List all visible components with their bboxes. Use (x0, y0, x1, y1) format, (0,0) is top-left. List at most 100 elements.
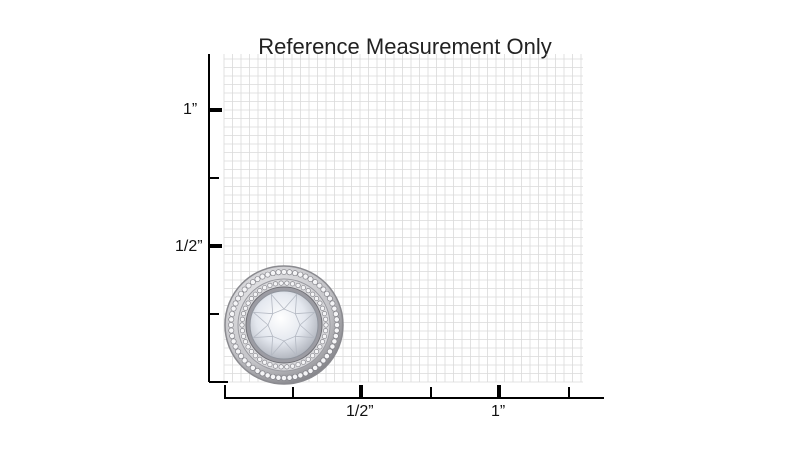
milgrain-bead (284, 364, 290, 370)
milgrain-bead (241, 357, 248, 364)
milgrain-bead (238, 290, 245, 297)
milgrain-bead (297, 372, 304, 379)
diamond-stone (249, 290, 319, 360)
milgrain-bead (290, 363, 296, 369)
milgrain-bead (316, 282, 323, 289)
milgrain-bead (241, 311, 247, 317)
milgrain-bead (264, 271, 271, 278)
milgrain-bead (241, 286, 248, 293)
milgrain-bead (290, 281, 296, 287)
milgrain-bead (307, 367, 314, 374)
diamond-table (267, 308, 301, 342)
x-tick-label-half: 1/2” (346, 403, 374, 420)
milgrain-bead (320, 357, 327, 364)
milgrain-bead (312, 364, 319, 371)
milgrain-bead (245, 300, 251, 306)
milgrain-bead (272, 363, 278, 369)
diamond-facet (295, 324, 316, 339)
milgrain-bead (326, 295, 333, 302)
milgrain-inner-ring (239, 280, 329, 370)
milgrain-bead (259, 370, 266, 377)
milgrain-bead (300, 285, 306, 291)
y-tick-label-half: 1/2” (175, 238, 203, 255)
milgrain-bead (228, 316, 235, 323)
milgrain-bead (331, 305, 338, 312)
milgrain-bead (242, 305, 248, 311)
milgrain-bead (316, 361, 323, 368)
milgrain-bead (286, 269, 293, 276)
milgrain-bead (300, 359, 306, 365)
milgrain-bead (329, 343, 336, 350)
milgrain-bead (264, 372, 271, 379)
milgrain-bead (254, 276, 261, 283)
milgrain-bead (232, 300, 239, 307)
milgrain-bead (230, 305, 237, 312)
milgrain-bead (270, 270, 276, 277)
milgrain-bead (278, 280, 284, 286)
milgrain-bead (323, 328, 329, 334)
milgrain-bead (302, 273, 309, 280)
milgrain-bead (323, 353, 330, 360)
milgrain-bead (257, 288, 263, 294)
milgrain-bead (310, 353, 316, 359)
milgrain-bead (245, 344, 251, 350)
milgrain-bead (326, 348, 333, 355)
milgrain-bead (239, 322, 245, 328)
milgrain-bead (241, 333, 247, 339)
milgrain-bead (323, 322, 329, 328)
diamond-facet (295, 311, 316, 326)
milgrain-bead (331, 338, 338, 345)
milgrain-bead (278, 364, 284, 370)
milgrain-outer-ring (228, 269, 340, 381)
page-title: Reference Measurement Only (258, 34, 552, 59)
measurement-grid (223, 54, 583, 383)
milgrain-bead (320, 286, 327, 293)
milgrain-bead (295, 362, 301, 368)
milgrain-bead (321, 311, 327, 317)
milgrain-bead (248, 349, 254, 355)
milgrain-bead (228, 322, 234, 328)
milgrain-bead (323, 290, 330, 297)
milgrain-bead (239, 316, 245, 322)
milgrain-bead (262, 359, 268, 365)
milgrain-bead (333, 327, 340, 334)
milgrain-bead (329, 300, 336, 307)
milgrain-bead (310, 291, 316, 297)
milgrain-bead (245, 282, 252, 289)
milgrain-bead (307, 276, 314, 283)
milgrain-bead (232, 343, 239, 350)
diamond-facet (252, 324, 273, 339)
milgrain-bead (267, 282, 273, 288)
milgrain-bead (270, 373, 276, 380)
milgrain-bead (235, 348, 242, 355)
y-tick-label-1in: 1” (183, 101, 198, 118)
milgrain-bead (312, 279, 319, 286)
milgrain-bead (317, 344, 323, 350)
milgrain-bead (295, 282, 301, 288)
milgrain-bead (262, 285, 268, 291)
milgrain-bead (314, 349, 320, 355)
milgrain-bead (333, 316, 340, 323)
milgrain-bead (272, 281, 278, 287)
milgrain-bead (314, 295, 320, 301)
milgrain-bead (249, 279, 256, 286)
milgrain-bead (275, 269, 282, 276)
milgrain-bead (284, 280, 290, 286)
milgrain-bead (317, 300, 323, 306)
milgrain-bead (267, 362, 273, 368)
milgrain-bead (230, 338, 237, 345)
x-tick-label-1in: 1” (491, 403, 506, 420)
milgrain-bead (305, 356, 311, 362)
milgrain-bead (332, 311, 339, 317)
milgrain-bead (254, 367, 261, 374)
milgrain-bead (245, 361, 252, 368)
milgrain-bead (248, 295, 254, 301)
milgrain-bead (229, 333, 236, 339)
milgrain-bead (252, 353, 258, 359)
diamond-facets (252, 293, 316, 357)
milgrain-bead (257, 356, 263, 362)
milgrain-bead (259, 273, 266, 280)
milgrain-bead (281, 375, 287, 381)
diamond-facet (270, 336, 285, 357)
